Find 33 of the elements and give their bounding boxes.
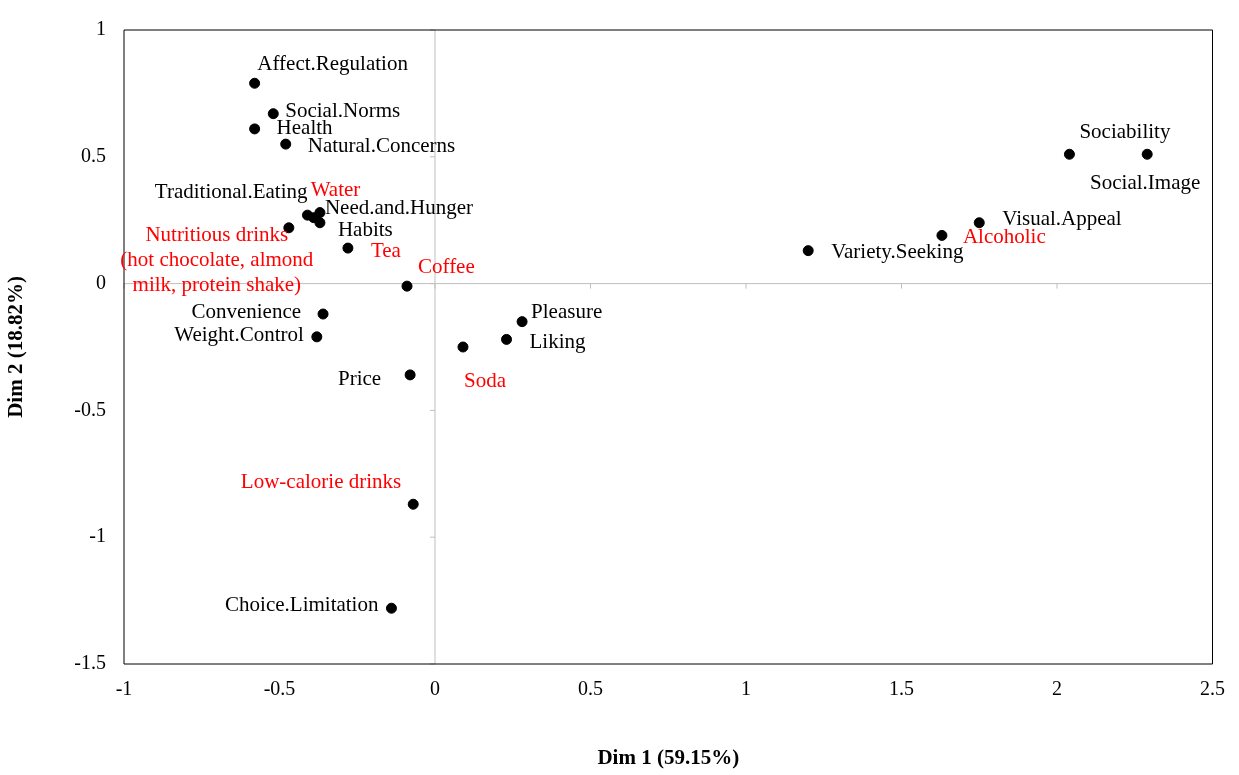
x-tick-label: 1 <box>741 677 751 700</box>
data-label: Variety.Seeking <box>831 239 964 264</box>
data-label: Traditional.Eating <box>154 178 308 203</box>
data-label: Visual.Appeal <box>1002 206 1122 231</box>
data-label: Choice.Limitation <box>225 591 379 616</box>
x-tick-label: -1 <box>115 677 133 700</box>
y-tick-label: 0.5 <box>81 144 106 167</box>
data-label: Affect.Regulation <box>257 50 409 75</box>
y-tick-label: -0.5 <box>74 397 106 420</box>
x-tick-label: -0.5 <box>263 677 296 700</box>
data-label: Need.and.Hunger <box>324 195 474 220</box>
x-tick-label: 2.5 <box>1200 677 1225 700</box>
y-tick-label: 0 <box>96 270 106 293</box>
data-label: Pleasure <box>531 299 603 324</box>
data-label: Sociability <box>1079 118 1171 143</box>
data-label: Coffee <box>418 253 475 278</box>
x-axis-title: Dim 1 (59.15%) <box>597 744 740 769</box>
data-label: Price <box>337 366 382 391</box>
data-label: Convenience <box>191 298 302 323</box>
data-label: Social.Image <box>1090 169 1201 194</box>
x-tick-label: 1.5 <box>889 677 914 700</box>
y-axis-title: Dim 2 (18.82%) <box>3 276 28 418</box>
y-tick-label: 1 <box>96 17 106 40</box>
data-label: Nutritious drinks (hot chocolate, almond milk, protein shake) <box>120 222 314 297</box>
y-tick-label: -1.5 <box>74 651 106 674</box>
x-tick-label: 0.5 <box>578 677 603 700</box>
data-label: Soda <box>463 367 507 392</box>
x-tick-label: 2 <box>1052 677 1062 700</box>
data-label: Weight.Control <box>174 322 304 347</box>
y-tick-label: -1 <box>89 524 106 547</box>
data-label: Liking <box>529 328 587 353</box>
data-label: Low-calorie drinks <box>240 468 402 493</box>
x-tick-label: 0 <box>430 677 440 700</box>
